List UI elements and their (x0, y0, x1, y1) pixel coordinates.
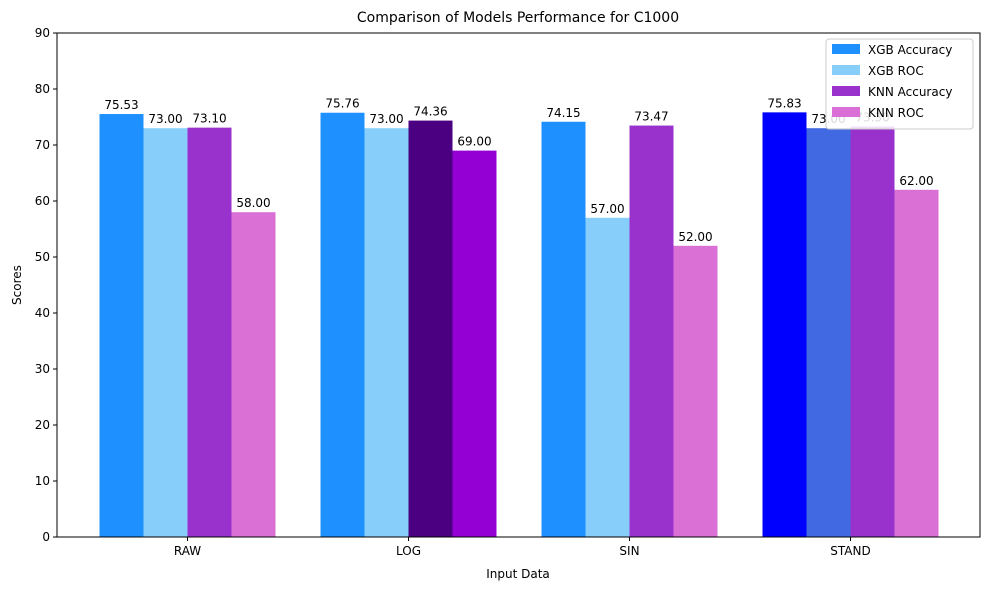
x-axis-label: Input Data (486, 567, 550, 581)
bars-layer (99, 112, 939, 538)
x-axis: RAW LOG SIN STAND (174, 537, 871, 558)
bar-stand-xgb-accuracy (762, 112, 807, 538)
bar-value-label: 75.76 (325, 97, 359, 111)
bar-raw-knn-roc (231, 212, 276, 537)
legend-entry-label: KNN ROC (868, 106, 924, 120)
plot-frame (56, 32, 981, 538)
bar-log-knn-accuracy (408, 120, 453, 538)
legend-swatch (832, 65, 860, 75)
bar-stand-knn-roc (894, 189, 939, 538)
y-tick-label: 30 (35, 362, 50, 376)
bar-value-label: 69.00 (457, 135, 491, 149)
y-axis: 0 10 20 30 40 50 60 70 80 90 (35, 26, 57, 544)
bar-raw-xgb-roc (143, 128, 188, 537)
y-tick-label: 70 (35, 138, 50, 152)
bar-sin-xgb-accuracy (541, 121, 586, 537)
bar-stand-xgb-roc (806, 128, 851, 537)
bar-sin-knn-accuracy (629, 125, 674, 538)
y-tick-label: 0 (42, 530, 50, 544)
bar-value-label: 73.00 (148, 112, 182, 126)
y-tick-label: 90 (35, 26, 50, 40)
y-tick-label: 50 (35, 250, 50, 264)
bar-log-xgb-accuracy (320, 112, 365, 537)
x-tick-label: STAND (830, 544, 870, 558)
bar-log-knn-roc (452, 150, 497, 537)
y-axis-label: Scores (10, 265, 24, 305)
bar-sin-xgb-roc (585, 217, 630, 538)
legend-swatch (832, 86, 860, 96)
bar-raw-knn-accuracy (187, 127, 232, 537)
bar-raw-xgb-accuracy (99, 114, 144, 538)
bar-value-label: 73.00 (369, 112, 403, 126)
bar-value-label: 62.00 (899, 174, 933, 188)
y-tick-label: 80 (35, 82, 50, 96)
legend-entry-label: XGB ROC (868, 64, 924, 78)
x-tick-label: RAW (174, 544, 201, 558)
x-tick-label: LOG (396, 544, 421, 558)
y-tick-label: 20 (35, 418, 50, 432)
legend-box (825, 38, 974, 130)
bar-value-label: 73.10 (192, 112, 226, 126)
legend-swatch (832, 44, 860, 54)
chart-title: Comparison of Models Performance for C10… (357, 10, 679, 26)
legend-entry-label: XGB Accuracy (868, 43, 952, 57)
legend-swatch (832, 107, 860, 117)
x-tick-label: SIN (619, 544, 639, 558)
bar-value-label: 75.53 (104, 98, 138, 112)
y-tick-label: 10 (35, 474, 50, 488)
bar-value-label: 75.83 (767, 96, 801, 110)
y-tick-label: 40 (35, 306, 50, 320)
bar-value-label: 73.47 (634, 110, 668, 124)
bar-stand-knn-accuracy (850, 126, 895, 538)
bar-value-label: 74.15 (546, 106, 580, 120)
bar-value-label: 74.36 (413, 105, 447, 119)
bar-value-label: 57.00 (590, 202, 624, 216)
bar-sin-knn-roc (673, 245, 718, 538)
bar-value-label: 52.00 (678, 230, 712, 244)
bar-value-label: 58.00 (236, 196, 270, 210)
bar-log-xgb-roc (364, 128, 409, 537)
y-tick-label: 60 (35, 194, 50, 208)
legend: XGB Accuracy XGB ROC KNN Accuracy KNN ROC (825, 38, 974, 130)
legend-entry-label: KNN Accuracy (868, 85, 952, 99)
